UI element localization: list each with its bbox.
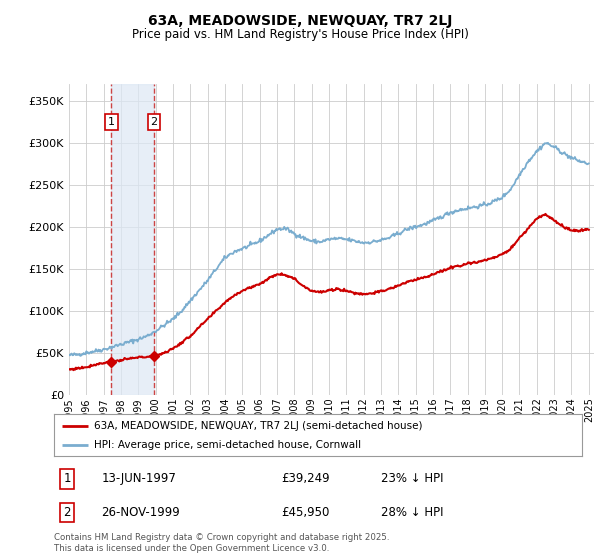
Text: 63A, MEADOWSIDE, NEWQUAY, TR7 2LJ (semi-detached house): 63A, MEADOWSIDE, NEWQUAY, TR7 2LJ (semi-… — [94, 421, 422, 431]
Text: £45,950: £45,950 — [281, 506, 329, 519]
Text: 2: 2 — [151, 117, 157, 127]
Bar — [112, 84, 154, 395]
Text: 13-JUN-1997: 13-JUN-1997 — [101, 473, 176, 486]
Text: 26-NOV-1999: 26-NOV-1999 — [101, 506, 180, 519]
Text: 23% ↓ HPI: 23% ↓ HPI — [382, 473, 444, 486]
Text: 1: 1 — [108, 117, 115, 127]
Text: 28% ↓ HPI: 28% ↓ HPI — [382, 506, 444, 519]
Text: HPI: Average price, semi-detached house, Cornwall: HPI: Average price, semi-detached house,… — [94, 440, 361, 450]
Text: 1: 1 — [64, 473, 71, 486]
Text: 2: 2 — [64, 506, 71, 519]
Text: 63A, MEADOWSIDE, NEWQUAY, TR7 2LJ: 63A, MEADOWSIDE, NEWQUAY, TR7 2LJ — [148, 14, 452, 28]
Text: Contains HM Land Registry data © Crown copyright and database right 2025.
This d: Contains HM Land Registry data © Crown c… — [54, 533, 389, 553]
Text: £39,249: £39,249 — [281, 473, 329, 486]
Text: Price paid vs. HM Land Registry's House Price Index (HPI): Price paid vs. HM Land Registry's House … — [131, 28, 469, 41]
